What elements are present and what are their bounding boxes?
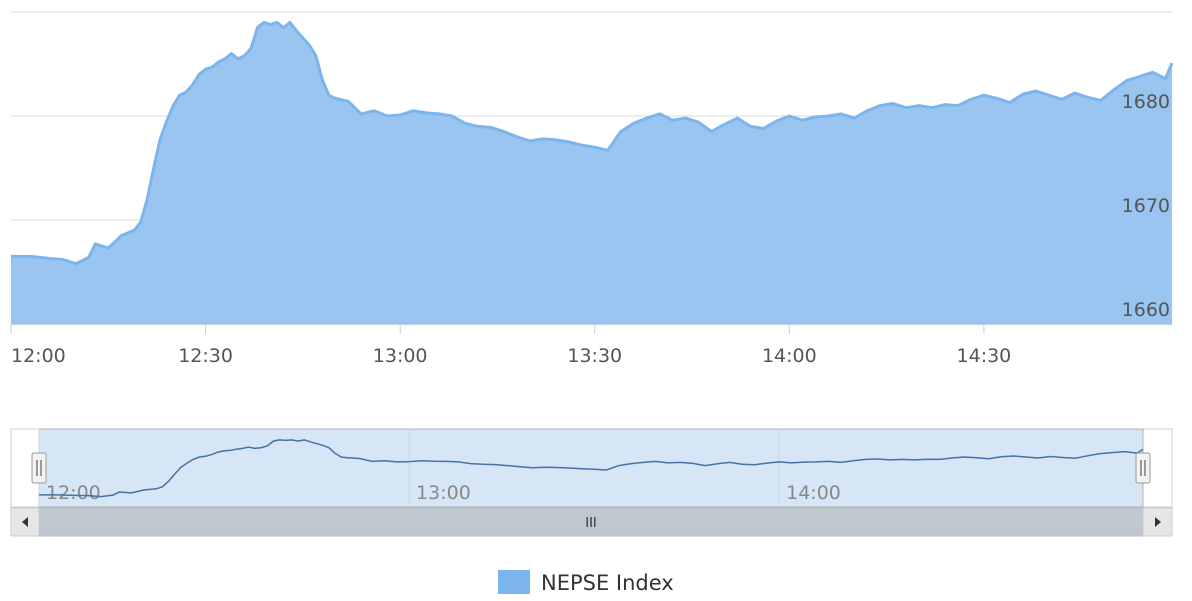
x-tick-label: 12:00 [11,345,66,367]
navigator-tick-label: 14:00 [786,482,841,504]
legend-item[interactable]: NEPSE Index [498,570,674,595]
navigator-left-handle[interactable] [31,452,47,484]
series-area-nepse-index [11,22,1172,325]
x-tick-label: 13:30 [567,345,622,367]
x-tick-label: 12:30 [178,345,233,367]
navigator-right-handle[interactable] [1135,452,1151,484]
navigator-selection-mask[interactable] [38,428,1144,508]
x-tick-label: 14:00 [762,345,817,367]
arrow-left-icon [22,517,28,527]
grip-handle-icon[interactable] [1135,452,1151,484]
x-tick-label: 13:00 [373,345,428,367]
grip-handle-icon[interactable] [31,452,47,484]
navigator-tick-label: 12:00 [46,482,101,504]
arrow-right-icon [1155,517,1161,527]
series-line-nepse-index [11,20,1174,266]
x-tick-label: 14:30 [957,345,1012,367]
y-tick-label: 1670 [1122,195,1170,217]
y-axis: 1660 1670 1680 [1122,91,1170,321]
scroll-left-button[interactable] [10,507,40,537]
navigator[interactable]: 12:00 13:00 14:00 [10,428,1173,508]
legend-label: NEPSE Index [541,571,674,595]
scrollbar-thumb[interactable] [38,507,1144,537]
legend-swatch [498,570,530,594]
navigator-series-line [39,439,1144,498]
y-tick-label: 1660 [1122,299,1170,321]
legend[interactable]: NEPSE Index [498,570,674,595]
scrollbar-grip: III [585,516,597,531]
x-axis: 12:00 12:30 13:00 13:30 14:00 14:30 [10,324,1172,367]
series-layer [11,20,1174,325]
navigator-tick-label: 13:00 [416,482,471,504]
y-tick-label: 1680 [1122,91,1170,113]
scroll-right-button[interactable] [1142,507,1173,537]
scrollbar[interactable]: III [10,507,1173,537]
